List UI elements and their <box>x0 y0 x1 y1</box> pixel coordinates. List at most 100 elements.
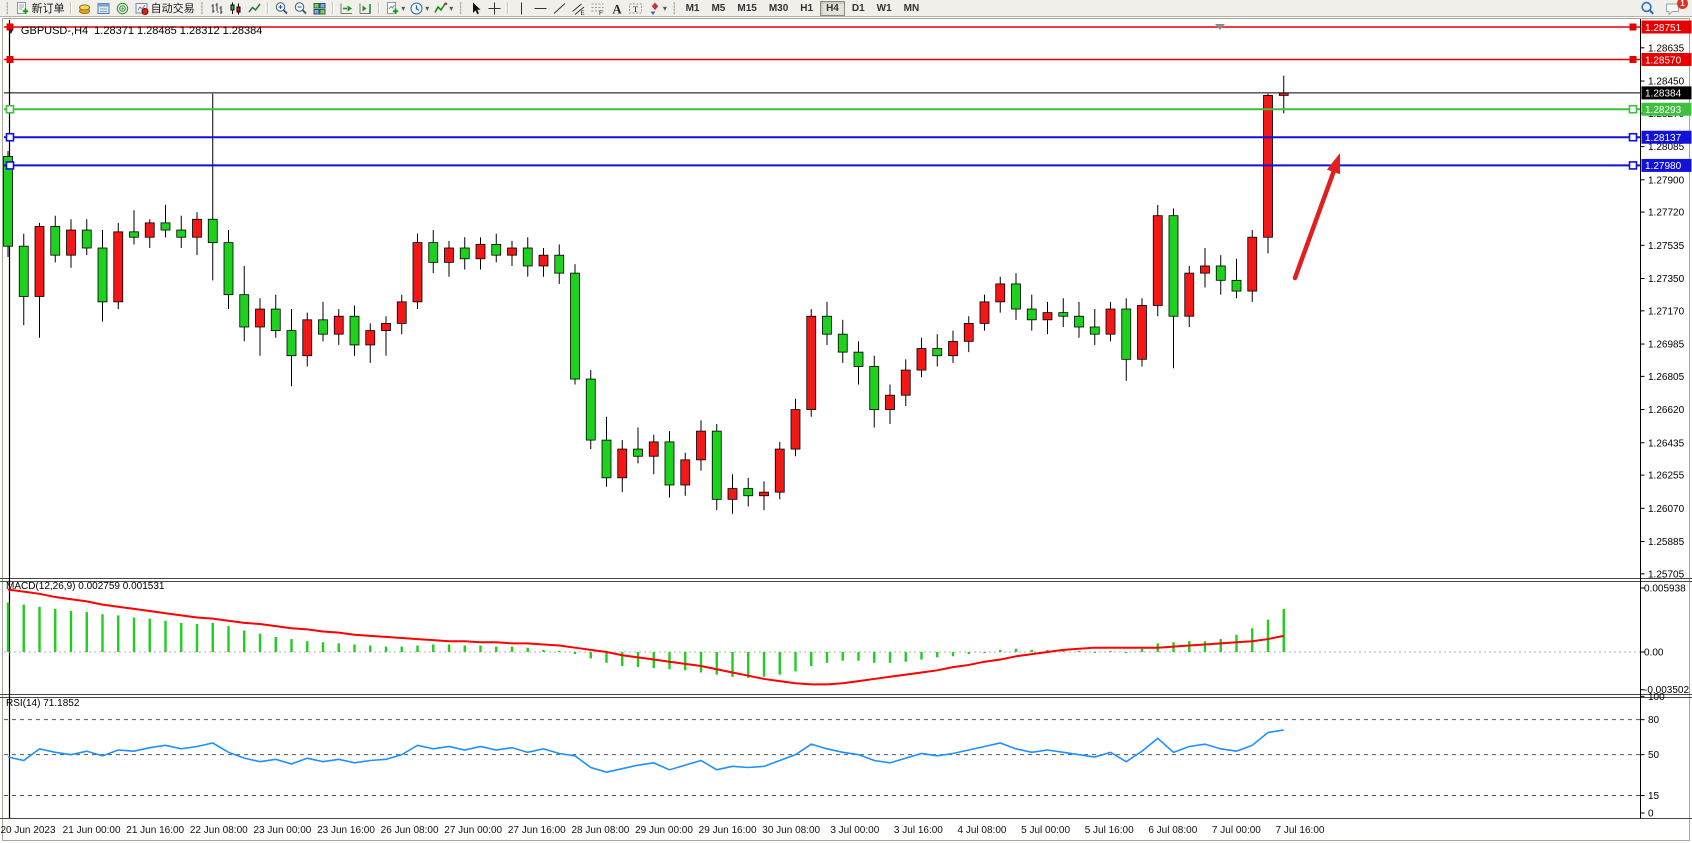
trend-arrow-annotation[interactable] <box>1292 169 1336 281</box>
line-handle[interactable] <box>5 161 15 170</box>
text-label-button[interactable]: T <box>626 1 645 16</box>
chart-background[interactable] <box>0 17 1692 843</box>
line-handle[interactable] <box>5 132 15 142</box>
tile-windows-button[interactable] <box>310 1 329 16</box>
toolbar-grip: ┊ <box>4 2 11 15</box>
time-axis-label: 28 Jun 08:00 <box>571 825 629 836</box>
candle-body-up <box>648 441 659 457</box>
notifications-button[interactable]: 1 <box>1663 0 1688 16</box>
candle-body-down <box>1231 279 1242 292</box>
svg-text:T: T <box>633 3 639 13</box>
zoom-out-icon <box>295 1 307 14</box>
indicators-button[interactable]: ▾ <box>431 1 455 16</box>
one-click-trading-arrow[interactable]: ▼ <box>7 26 15 36</box>
text-icon: A <box>612 2 621 16</box>
search-icon <box>1641 1 1654 15</box>
line-handle[interactable] <box>1628 161 1638 170</box>
zoom-in-icon <box>276 1 288 14</box>
line-handle[interactable] <box>6 23 14 31</box>
navigator-button[interactable] <box>113 1 132 16</box>
candle-body-down <box>318 319 328 335</box>
zoom-in-button[interactable] <box>272 1 291 16</box>
chart-window-frame <box>2 18 1690 841</box>
timeframe-button-mn[interactable]: MN <box>903 2 920 14</box>
line-handle[interactable] <box>1628 104 1638 114</box>
vertical-line-button[interactable] <box>512 1 531 16</box>
price-badge-label: 1.28384 <box>1645 89 1682 100</box>
candle-body-down <box>1215 265 1226 281</box>
time-axis-label: 23 Jun 00:00 <box>253 825 311 836</box>
candle-body-up <box>302 319 313 357</box>
time-axis-label: 4 Jul 08:00 <box>958 825 1007 836</box>
auto-trading-button[interactable]: 自动交易 <box>132 1 197 16</box>
time-axis-label: 20 Jun 2023 <box>0 825 55 836</box>
trend-arrow-head[interactable] <box>1326 153 1341 175</box>
bar-chart-button[interactable] <box>207 1 226 16</box>
new-order-button[interactable]: 新订单 <box>13 1 67 16</box>
candle-body-down <box>932 348 943 357</box>
fibonacci-button[interactable]: F <box>588 1 607 16</box>
price-tick-label: 1.26255 <box>1648 471 1685 482</box>
candle-body-down <box>585 378 596 441</box>
line-handle[interactable] <box>6 55 14 63</box>
timeframe-button-m5[interactable]: M5 <box>711 2 726 14</box>
line-handle[interactable] <box>1629 55 1637 63</box>
line-chart-button[interactable] <box>245 1 264 16</box>
data-window-button[interactable] <box>94 1 113 16</box>
candle-body-up <box>365 330 376 346</box>
svg-text:A: A <box>612 2 621 16</box>
line-handle[interactable] <box>1628 132 1638 142</box>
candle-body-down <box>711 430 722 500</box>
new-chart-button[interactable]: ▾ <box>383 1 407 16</box>
time-axis[interactable] <box>0 820 1640 842</box>
macd-signal-line <box>7 588 1284 686</box>
timeframe-button-h4[interactable]: H4 <box>820 0 845 16</box>
zoom-out-button[interactable] <box>291 1 310 16</box>
price-tick-label: 1.26620 <box>1648 405 1685 416</box>
candle-body-up <box>1105 308 1116 335</box>
auto-scroll-button[interactable] <box>337 1 356 16</box>
price-tick-label: 1.27535 <box>1648 241 1685 252</box>
price-tick-label: 1.28450 <box>1648 77 1685 88</box>
candle-body-down <box>270 308 281 331</box>
arrows-icon <box>650 2 659 15</box>
timeframe-button-w1[interactable]: W1 <box>876 2 892 14</box>
timeframe-button-m1[interactable]: M1 <box>685 2 700 14</box>
periods-button[interactable]: ▾ <box>407 1 431 16</box>
candle-body-up <box>144 222 155 238</box>
trendline-button[interactable] <box>550 1 569 16</box>
candle-body-down <box>633 448 643 457</box>
timeframe-button-m15[interactable]: M15 <box>737 2 757 14</box>
candlestick-chart-button[interactable] <box>226 1 245 16</box>
timeframe-button-d1[interactable]: D1 <box>851 2 865 14</box>
candle-body-down <box>837 333 848 353</box>
new-chart-icon <box>387 1 399 14</box>
market-watch-icon <box>78 3 90 14</box>
chart-shift-marker[interactable] <box>1215 24 1225 30</box>
candle-body-up <box>475 244 486 260</box>
line-handle[interactable] <box>1629 23 1637 31</box>
rsi-tick-label: 50 <box>1648 750 1660 761</box>
candle-body-down <box>223 242 234 296</box>
price-tick-label: 1.25705 <box>1648 569 1685 580</box>
price-axis[interactable] <box>1641 20 1692 818</box>
market-watch-button[interactable] <box>75 1 94 16</box>
equidistant-channel-button[interactable]: E <box>569 1 588 16</box>
text-button[interactable]: A <box>607 1 626 16</box>
price-badge <box>1641 20 1692 34</box>
chart-shift-button[interactable] <box>356 1 375 16</box>
toolbar-grip: ┊ <box>670 2 678 15</box>
time-axis-label: 21 Jun 16:00 <box>126 825 184 836</box>
arrows-button[interactable]: ▾ <box>645 1 669 16</box>
cursor-button[interactable] <box>466 1 485 16</box>
candle-chart-icon <box>230 2 241 14</box>
search-button[interactable] <box>1638 1 1657 16</box>
toolbar-separator <box>267 2 270 14</box>
candle-body-up <box>1152 215 1163 306</box>
bar-chart-icon <box>211 2 223 14</box>
line-handle[interactable] <box>5 104 15 114</box>
crosshair-button[interactable] <box>485 1 504 16</box>
timeframe-button-m30[interactable]: M30 <box>768 2 789 14</box>
horizontal-line-button[interactable] <box>531 1 550 16</box>
timeframe-button-h1[interactable]: H1 <box>800 2 814 14</box>
